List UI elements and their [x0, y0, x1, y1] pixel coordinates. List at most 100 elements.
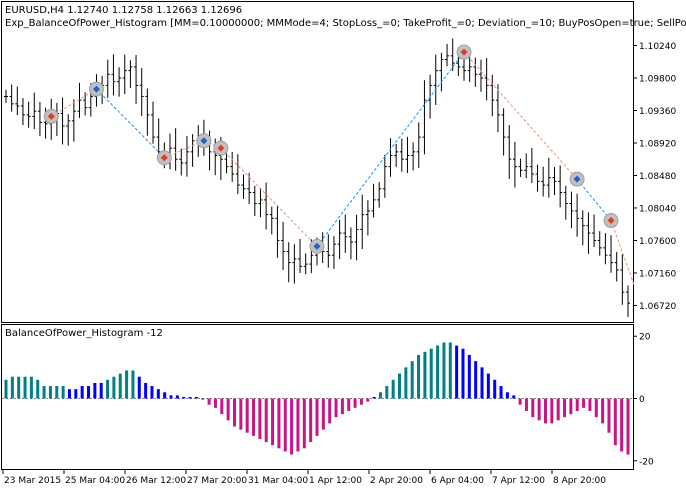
sell-signal-icon: [460, 48, 468, 56]
histogram-bar: [480, 367, 484, 399]
time-label: 25 Mar 04:00: [65, 476, 125, 486]
histogram-bar: [518, 398, 522, 405]
histogram-bar: [436, 345, 440, 399]
histogram-bar: [385, 386, 389, 399]
price-label: 1.08920: [639, 139, 676, 149]
histogram-bar: [36, 379, 40, 399]
histogram-bar: [321, 398, 325, 430]
histogram-bar: [42, 386, 46, 399]
level-label: 0: [639, 395, 645, 405]
histogram-bar: [563, 398, 567, 418]
histogram-bar: [61, 386, 65, 399]
histogram-bar: [137, 376, 141, 399]
histogram-bar: [347, 398, 351, 411]
histogram-bar: [277, 398, 281, 449]
time-label: 27 Mar 20:00: [187, 476, 247, 486]
histogram-bar: [594, 398, 598, 418]
histogram-bar: [188, 396, 192, 399]
histogram-bar: [531, 398, 535, 418]
histogram-bar: [220, 398, 224, 415]
histogram-bar: [455, 345, 459, 399]
buy-signal-icon: [313, 242, 321, 250]
histogram-bar: [626, 398, 630, 455]
sell-signal-icon: [160, 154, 168, 162]
histogram-bar: [87, 386, 91, 399]
histogram-bar: [575, 398, 579, 411]
histogram-bar: [309, 398, 313, 443]
time-label: 7 Apr 12:00: [492, 476, 545, 486]
price-label: 1.08040: [639, 204, 676, 214]
histogram-bar: [461, 348, 465, 399]
histogram-bar: [23, 376, 27, 399]
histogram-bar: [258, 398, 262, 439]
histogram-bar: [550, 398, 554, 424]
histogram-bar: [524, 398, 528, 411]
histogram-bar: [112, 376, 116, 399]
trade-line: [316, 51, 465, 247]
histogram-bar: [118, 373, 122, 399]
histogram-bar: [537, 398, 541, 421]
trade-line: [576, 178, 612, 221]
sell-signal-icon: [47, 112, 55, 120]
histogram-bar: [315, 398, 319, 436]
trade-signals-layer: [43, 44, 635, 285]
histogram-bar: [17, 376, 21, 399]
histogram-bar: [245, 398, 249, 433]
histogram-bar: [582, 398, 586, 408]
histogram-bar: [404, 367, 408, 399]
histogram-bar: [201, 398, 205, 400]
histogram-bar: [378, 392, 382, 399]
histogram-bar: [194, 396, 198, 399]
histogram-bar: [48, 386, 52, 399]
histogram-bar: [486, 373, 490, 399]
price-axis: 1.10240 1.09800 1.09360 1.08920 1.08480 1.080…: [633, 42, 676, 312]
histogram-bar: [334, 398, 338, 418]
price-bars-layer: [4, 38, 630, 317]
buy-signal-icon: [92, 85, 100, 93]
histogram-bar: [359, 398, 363, 405]
histogram-bar: [271, 398, 275, 446]
time-label: 2 Apr 20:00: [370, 476, 423, 486]
histogram-bar: [150, 386, 154, 399]
histogram-bar: [607, 398, 611, 433]
histogram-bar: [448, 342, 452, 399]
price-label: 1.07600: [639, 237, 676, 247]
histogram-bar: [169, 395, 173, 399]
histogram-bar: [391, 379, 395, 399]
price-label: 1.08480: [639, 172, 676, 182]
indicator-level-axis: 20 0 -20: [633, 333, 654, 467]
indicator-title: BalanceOfPower_Histogram -12: [5, 328, 163, 339]
histogram-bar: [182, 396, 186, 399]
histogram-bar: [10, 376, 14, 399]
histogram-bar: [302, 398, 306, 449]
histogram-bar: [226, 398, 230, 421]
symbol-info-label: EURUSD,H4 1.12740 1.12758 1.12663 1.1269…: [5, 5, 242, 16]
time-label: 26 Mar 12:00: [126, 476, 186, 486]
histogram-bar: [353, 398, 357, 408]
level-label: -20: [639, 457, 654, 467]
histogram-bar: [67, 389, 71, 399]
sell-signal-icon: [217, 144, 225, 152]
histogram-bar: [156, 389, 160, 399]
histogram-bar: [398, 373, 402, 399]
histogram-bar: [239, 398, 243, 430]
histogram-bar: [283, 398, 287, 452]
histogram-layer: [2, 342, 633, 455]
histogram-bar: [4, 379, 8, 399]
histogram-bar: [410, 361, 414, 399]
histogram-bar: [499, 386, 503, 399]
time-label: 1 Apr 12:00: [309, 476, 362, 486]
histogram-bar: [613, 398, 617, 446]
price-label: 1.09360: [639, 107, 676, 117]
time-axis: 23 Mar 2015 25 Mar 04:00 26 Mar 12:00 27 Ma…: [2, 470, 606, 486]
histogram-bar: [328, 398, 332, 424]
histogram-bar: [125, 370, 129, 399]
histogram-bar: [93, 382, 97, 399]
indicator-frame: [1, 324, 634, 470]
histogram-bar: [29, 376, 33, 399]
buy-signal-icon: [573, 175, 581, 183]
price-label: 1.09800: [639, 75, 676, 85]
histogram-bar: [372, 396, 376, 399]
